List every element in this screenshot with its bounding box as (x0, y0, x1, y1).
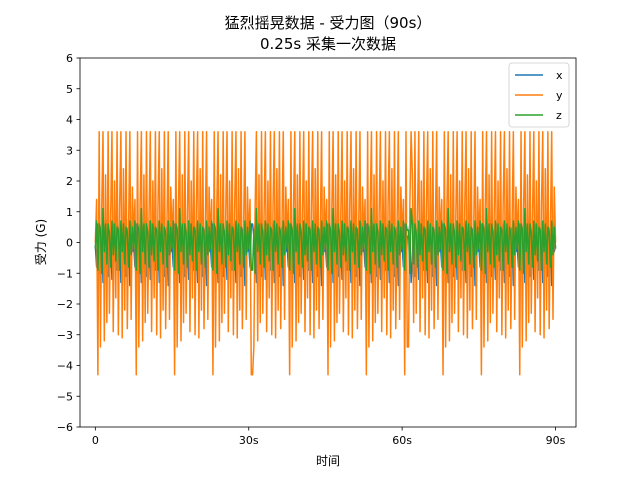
y-tick-label: −3 (57, 329, 73, 342)
x-tick-label: 60s (392, 434, 412, 447)
legend-label-x: x (556, 69, 563, 82)
y-tick-label: −1 (57, 267, 73, 280)
legend: xyz (508, 62, 570, 128)
series-line-z (94, 207, 557, 274)
x-tick-label: 0 (92, 434, 99, 447)
y-tick-label: 3 (66, 144, 73, 157)
y-tick-label: −2 (57, 298, 73, 311)
y-tick-label: 0 (66, 237, 73, 250)
x-tick-label: 30s (239, 434, 259, 447)
y-tick-label: 1 (66, 206, 73, 219)
y-tick-label: 2 (66, 175, 73, 188)
x-axis-label: 时间 (316, 454, 340, 468)
y-tick-label: 4 (66, 114, 73, 127)
chart-subtitle: 0.25s 采集一次数据 (260, 35, 396, 53)
y-tick-label: 5 (66, 83, 73, 96)
plot-series-group (94, 131, 557, 376)
legend-label-z: z (556, 109, 562, 122)
y-tick-label: −6 (57, 421, 73, 434)
y-tick-label: 6 (66, 52, 73, 65)
y-tick-label: −4 (57, 360, 73, 373)
y-axis-label: 受力 (G) (34, 219, 48, 265)
y-axis: −6 −5 −4 −3 −2 −1 0 1 2 3 4 5 6 (57, 52, 80, 434)
y-tick-label: −5 (57, 390, 73, 403)
x-tick-label: 90s (546, 434, 566, 447)
legend-label-y: y (556, 89, 563, 102)
x-axis: 0 30s 60s 90s (92, 427, 566, 447)
chart-title: 猛烈摇晃数据 - 受力图（90s） (225, 14, 432, 32)
